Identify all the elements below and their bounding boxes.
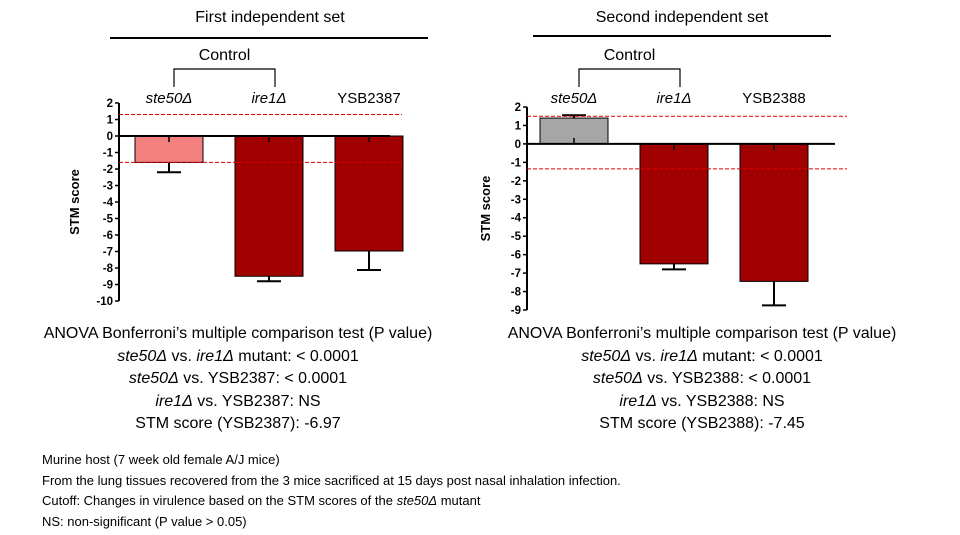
stats1-row1-c: ire1Δ [196,347,234,365]
footnotes: Murine host (7 week old female A/J mice)… [42,450,621,532]
footnote-tissues: From the lung tissues recovered from the… [42,472,621,488]
stats2-row3-b: vs. YSB2388: NS [656,392,785,410]
stats2-row2-a: ste50Δ [592,370,643,387]
chart1-y-tick-label: -10 [96,296,113,308]
footnote-cutoff: Cutoff: Changes in virulence based on th… [42,491,621,512]
chart2-y-tick-label: -9 [511,305,521,317]
chart1-y-tick-label: -7 [103,247,113,259]
chart1-y-tick-label: -8 [103,263,114,275]
chart1-control-bracket [173,68,276,87]
stats-panel-1: ANOVA Bonferroni’s multiple comparison t… [10,323,466,436]
stats1-row1-d: mutant: < 0.0001 [233,347,359,365]
stats2-row3: ire1Δ vs. YSB2388: NS [474,391,930,414]
stats2-row1-a: ste50Δ [581,347,632,365]
stats1-row1: ste50Δ vs. ire1Δ mutant: < 0.0001 [10,346,466,369]
chart1-title: First independent set [195,9,345,26]
stats1-row3-b: vs. YSB2387: NS [192,392,321,410]
chart2-title-rule [533,35,831,37]
chart1-y-tick-label: -3 [103,181,113,193]
chart2-y-tick-label: 0 [515,139,521,151]
stats1-heading: ANOVA Bonferroni’s multiple comparison t… [43,325,433,342]
chart2-y-tick-label: -7 [511,268,521,280]
chart1-y-tick-label: -6 [103,230,113,242]
chart1-category-label: ste50Δ [146,90,193,107]
chart2-y-tick-label: -2 [511,176,521,188]
chart1-y-axis-label: STM score [67,169,82,235]
chart1-y-tick-label: -5 [103,214,114,226]
stats2-row1-d: mutant: < 0.0001 [697,347,823,365]
chart1-category-label: ire1Δ [251,90,286,107]
chart2-y-tick-label: -1 [511,157,522,169]
chart1-category-label: YSB2387 [337,90,400,107]
chart1-bar [234,135,304,277]
footnote-cutoff-b: ste50Δ [396,493,438,508]
stats2-row2: ste50Δ vs. YSB2388: < 0.0001 [474,368,930,391]
chart2-y-tick-label: 1 [515,120,522,132]
chart1-y-tick-label: -4 [103,197,114,209]
stats1-row1-b: vs. [167,347,197,365]
chart2-y-tick-label: -5 [511,231,522,243]
stats1-row2-a: ste50Δ [128,370,179,387]
chart1-y-tick-label: 1 [107,115,114,127]
chart1-control-label: Control [199,47,251,64]
chart2-control-bracket [578,68,681,87]
chart2-bar [639,143,709,265]
chart2-title: Second independent set [595,9,769,26]
stats2-heading: ANOVA Bonferroni’s multiple comparison t… [507,325,897,342]
chart2-category-label: ire1Δ [656,90,691,107]
chart1-group: 2 1 0 -1 -2 -3 -4 -5 -6 -7 -8 -9 -10 STM score ste50Δ i… [67,47,404,308]
chart2-category-label: ste50Δ [551,90,598,107]
chart2-y-tick-label: -6 [511,250,521,262]
footnote-cutoff-c: mutant [437,493,481,508]
stats2-row1: ste50Δ vs. ire1Δ mutant: < 0.0001 [474,346,930,369]
chart2-y-tick-label: -8 [511,287,522,299]
chart2-y-tick-label: 2 [515,102,521,114]
stats-panel-2: ANOVA Bonferroni’s multiple comparison t… [474,323,930,436]
stats2-row1-c: ire1Δ [660,347,698,365]
stats1-row3-a: ire1Δ [155,392,193,410]
chart2-y-axis-label: STM score [478,176,493,242]
footnote-ns: NS: non-significant (P value > 0.05) [42,513,247,529]
stats1-row2: ste50Δ vs. YSB2387: < 0.0001 [10,368,466,391]
chart2-group: 2 1 0 -1 -2 -3 -4 -5 -6 -7 -8 -9 STM score ste50Δ ire1… [478,47,847,317]
chart1-y-tick-label: -2 [103,164,113,176]
chart2-y-tick-label: -4 [511,213,522,225]
chart2-y-tick-label: -3 [511,194,521,206]
stats2-row4: STM score (YSB2388): -7.45 [599,415,805,432]
chart2-bar [739,143,809,282]
stats2-row2-b: vs. YSB2388: < 0.0001 [642,370,812,387]
chart1-bar [334,135,404,252]
chart1-y-tick-label: -9 [103,280,113,292]
stats1-row2-b: vs. YSB2387: < 0.0001 [178,370,348,387]
chart1-y-tick-label: 0 [107,131,113,143]
chart2-control-label: Control [604,47,656,64]
chart1-title-rule [110,37,428,39]
stats2-row1-b: vs. [631,347,661,365]
chart1-y-tick-label: -1 [103,148,114,160]
stats1-row3: ire1Δ vs. YSB2387: NS [10,391,466,414]
stats1-row1-a: ste50Δ [117,347,168,365]
footnote-cutoff-a: Cutoff: Changes in virulence based on th… [42,493,397,508]
stats1-row4: STM score (YSB2387): -6.97 [135,415,341,432]
chart1-y-tick-label: 2 [107,98,113,110]
stats2-row3-a: ire1Δ [619,392,657,410]
footnote-host: Murine host (7 week old female A/J mice) [42,452,280,467]
chart2-category-label: YSB2388 [742,90,805,107]
